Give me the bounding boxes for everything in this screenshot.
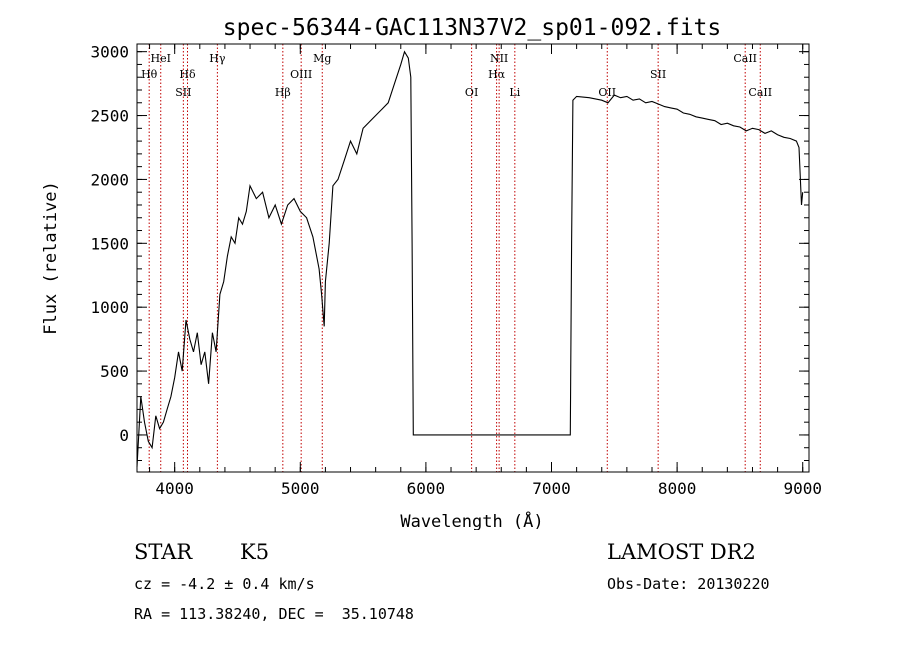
line-label-8: OI [465, 86, 478, 99]
redshift-velocity: cz = -4.2 ± 0.4 km/s [134, 575, 315, 593]
line-label-2: SII [175, 86, 191, 99]
line-label-10: NII [490, 52, 508, 65]
axes: 4000 5000 6000 7000 8000 9000 0 500 1000 1500 2000… [90, 43, 822, 498]
y-tick-label-0: 0 [119, 426, 129, 445]
y-tick-label-5: 2500 [90, 107, 129, 126]
coordinates: RA = 113.38240, DEC = 35.10748 [134, 605, 414, 623]
x-tick-label-3: 7000 [532, 479, 571, 498]
chart-title: spec-56344-GAC113N37V2_sp01-092.fits [223, 15, 722, 41]
survey-name: LAMOST DR2 [607, 540, 756, 564]
object-subclass: K5 [240, 540, 270, 564]
x-axis-label: Wavelength (Å) [400, 510, 543, 530]
line-label-15: CaII [748, 86, 772, 99]
x-tick-label-0: 4000 [155, 479, 194, 498]
line-label-3: Hδ [179, 68, 196, 81]
line-label-6: OIII [290, 68, 312, 81]
y-tick-label-3: 1500 [90, 234, 129, 253]
y-tick-label-6: 3000 [90, 43, 129, 62]
line-label-4: Hγ [209, 52, 226, 65]
line-label-11: Li [509, 86, 520, 99]
spectrum-chart: spec-56344-GAC113N37V2_sp01-092.fits HθH… [41, 15, 822, 530]
line-label-7: Mg [313, 52, 331, 65]
object-class: STAR [134, 540, 193, 564]
x-tick-label-1: 5000 [281, 479, 320, 498]
observation-date: Obs-Date: 20130220 [607, 575, 770, 593]
y-axis-label: Flux (relative) [41, 181, 61, 335]
y-tick-label-4: 2000 [90, 170, 129, 189]
line-label-1: HeI [151, 52, 171, 65]
y-tick-label-2: 1000 [90, 298, 129, 317]
line-label-9: Hα [488, 68, 506, 81]
y-tick-label-1: 500 [100, 362, 129, 381]
line-label-14: CaII [733, 52, 757, 65]
line-label-12: OII [598, 86, 616, 99]
x-tick-label-5: 9000 [783, 479, 822, 498]
spectrum-line [136, 50, 804, 467]
x-tick-label-4: 8000 [658, 479, 697, 498]
x-tick-label-2: 6000 [407, 479, 446, 498]
line-label-0: Hθ [141, 68, 158, 81]
plot-frame [136, 43, 810, 473]
line-label-13: SII [650, 68, 666, 81]
line-label-5: Hβ [275, 86, 291, 99]
